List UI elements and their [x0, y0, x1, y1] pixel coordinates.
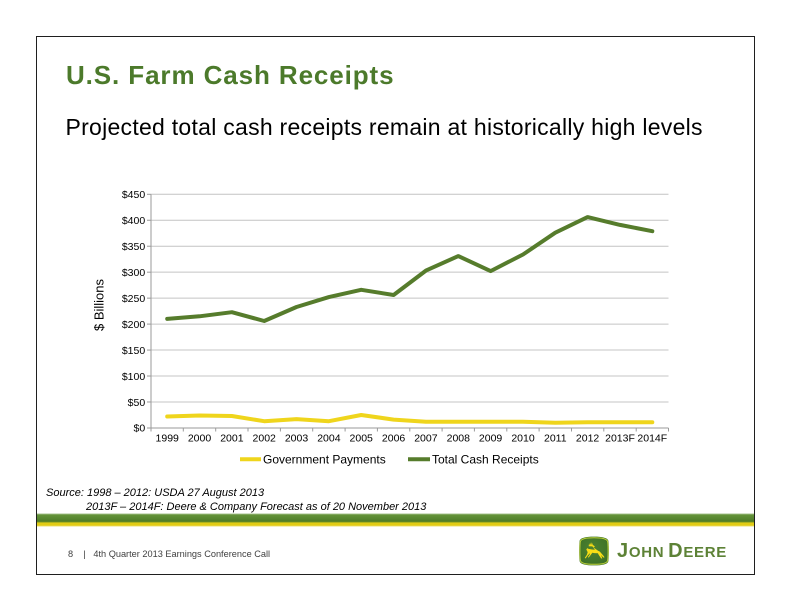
- svg-text:Total Cash Receipts: Total Cash Receipts: [432, 452, 539, 466]
- svg-text:2012: 2012: [576, 433, 600, 445]
- svg-text:2009: 2009: [479, 433, 503, 445]
- svg-text:2007: 2007: [414, 433, 438, 445]
- svg-text:2002: 2002: [253, 433, 277, 445]
- svg-text:2014F: 2014F: [637, 433, 667, 445]
- svg-text:2000: 2000: [188, 433, 212, 445]
- svg-text:$350: $350: [122, 241, 146, 253]
- svg-text:$450: $450: [122, 189, 146, 201]
- svg-text:$150: $150: [122, 345, 146, 357]
- svg-text:2010: 2010: [511, 433, 535, 445]
- svg-text:$50: $50: [128, 397, 146, 409]
- svg-text:$ Billions: $ Billions: [92, 278, 107, 331]
- svg-text:2006: 2006: [382, 433, 406, 445]
- svg-text:2001: 2001: [220, 433, 244, 445]
- svg-text:2003: 2003: [285, 433, 309, 445]
- svg-text:$300: $300: [122, 267, 146, 279]
- svg-text:2011: 2011: [544, 433, 567, 445]
- svg-text:1999: 1999: [156, 433, 180, 445]
- svg-text:2013F: 2013F: [605, 433, 635, 445]
- svg-text:$200: $200: [122, 319, 146, 331]
- svg-text:Government Payments: Government Payments: [263, 452, 386, 466]
- svg-text:2004: 2004: [317, 433, 341, 445]
- svg-text:$400: $400: [122, 215, 146, 227]
- svg-text:$250: $250: [122, 293, 146, 305]
- svg-text:$100: $100: [122, 371, 146, 383]
- svg-text:2008: 2008: [447, 433, 471, 445]
- svg-text:2005: 2005: [350, 433, 374, 445]
- svg-text:$0: $0: [134, 423, 146, 435]
